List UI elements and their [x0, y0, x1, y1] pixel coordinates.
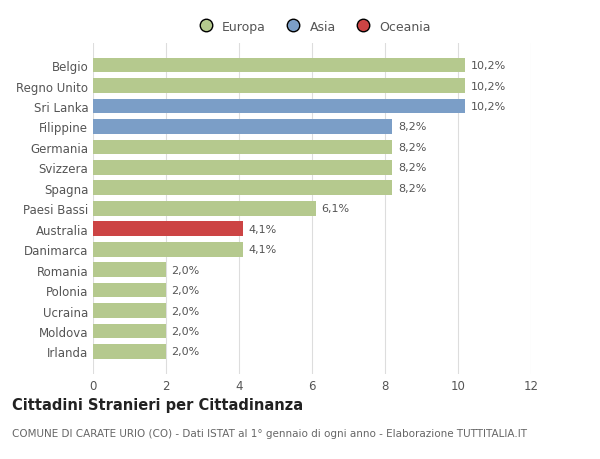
Text: 8,2%: 8,2% [398, 143, 426, 152]
Text: 10,2%: 10,2% [471, 102, 506, 112]
Bar [93, 324, 166, 339]
Bar [93, 59, 466, 73]
Bar [93, 344, 166, 359]
Bar [93, 140, 392, 155]
Text: 2,0%: 2,0% [172, 285, 200, 296]
Bar [93, 222, 242, 236]
Bar [93, 242, 242, 257]
Text: 8,2%: 8,2% [398, 184, 426, 193]
Text: 6,1%: 6,1% [321, 204, 349, 214]
Bar [93, 79, 466, 94]
Legend: Europa, Asia, Oceania: Europa, Asia, Oceania [190, 17, 434, 37]
Bar [93, 263, 166, 277]
Bar [93, 161, 392, 175]
Text: 4,1%: 4,1% [248, 224, 277, 234]
Text: 2,0%: 2,0% [172, 347, 200, 357]
Text: 8,2%: 8,2% [398, 122, 426, 132]
Bar [93, 283, 166, 298]
Bar [93, 100, 466, 114]
Bar [93, 303, 166, 318]
Text: 2,0%: 2,0% [172, 265, 200, 275]
Text: COMUNE DI CARATE URIO (CO) - Dati ISTAT al 1° gennaio di ogni anno - Elaborazion: COMUNE DI CARATE URIO (CO) - Dati ISTAT … [12, 428, 527, 438]
Text: 2,0%: 2,0% [172, 306, 200, 316]
Text: Cittadini Stranieri per Cittadinanza: Cittadini Stranieri per Cittadinanza [12, 397, 303, 412]
Text: 2,0%: 2,0% [172, 326, 200, 336]
Text: 10,2%: 10,2% [471, 61, 506, 71]
Bar [93, 181, 392, 196]
Text: 10,2%: 10,2% [471, 81, 506, 91]
Bar [93, 120, 392, 134]
Bar [93, 202, 316, 216]
Text: 4,1%: 4,1% [248, 245, 277, 255]
Text: 8,2%: 8,2% [398, 163, 426, 173]
